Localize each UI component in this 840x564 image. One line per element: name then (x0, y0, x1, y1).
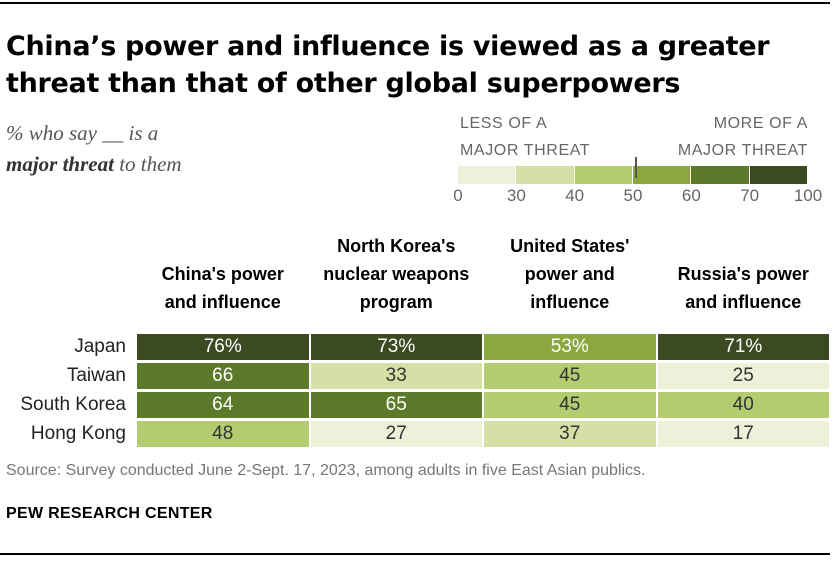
row-label: Hong Kong (30, 423, 126, 444)
legend-less-line2: MAJOR THREAT (460, 142, 591, 159)
subtitle-suffix: to them (119, 152, 182, 176)
heatmap-cell: 25 (657, 363, 829, 389)
column-header-line: China's power (161, 264, 284, 284)
legend-swatch (633, 166, 691, 184)
column-header-line: program (359, 292, 433, 312)
column-header-line: and influence (685, 292, 802, 312)
legend-more-line1: MORE OF A (713, 115, 808, 132)
legend-less-line1: LESS OF A (460, 115, 548, 132)
heatmap-cell: 48 (137, 421, 309, 447)
column-header-line: and influence (164, 292, 281, 312)
heatmap-cell: 73% (310, 334, 482, 360)
legend-midpoint-marker (635, 157, 637, 178)
heatmap-cell: 71% (657, 334, 829, 360)
legend-swatch (749, 166, 807, 184)
legend-tick-label: 70 (740, 186, 760, 205)
heatmap-cell: 33 (310, 363, 482, 389)
heatmap-cell: 65 (310, 392, 482, 418)
subtitle-prefix: % who say __ is a (6, 121, 159, 145)
chart-title: China’s power and influence is viewed as… (6, 31, 770, 99)
legend-swatch (458, 166, 516, 184)
legend-swatch (691, 166, 749, 184)
heatmap-cell: 40 (657, 392, 829, 418)
legend-less-label: LESS OF A MAJOR THREAT (460, 110, 590, 164)
org-name: PEW RESEARCH CENTER (6, 505, 213, 522)
source-note: Source: Survey conducted June 2-Sept. 17… (6, 462, 646, 479)
top-rule (0, 2, 830, 4)
heatmap-cell: 45 (484, 363, 656, 389)
legend-tick-label: 40 (565, 186, 585, 205)
chart-subtitle: % who say __ is a major threat to them (6, 118, 306, 180)
heatmap-cell: 17 (657, 421, 829, 447)
heatmap-cell: 66 (137, 363, 309, 389)
heatmap-cell: 76% (137, 334, 309, 360)
legend-tick-label: 50 (623, 186, 643, 205)
heatmap-cell: 53% (484, 334, 656, 360)
heatmap-cell: 64 (137, 392, 309, 418)
row-label: South Korea (20, 394, 126, 415)
column-header-line: United States' (510, 236, 630, 256)
subtitle-emphasis: major threat (6, 152, 114, 176)
column-header-line: North Korea's (337, 236, 456, 256)
column-header-line: Russia's power (677, 264, 809, 284)
legend-more-line2: MAJOR THREAT (677, 142, 808, 159)
heatmap-cell: 27 (310, 421, 482, 447)
row-label: Taiwan (66, 365, 126, 386)
column-header-russia: Russia's power and influence (657, 260, 831, 316)
heatmap-cell: 37 (484, 421, 656, 447)
bottom-rule (0, 553, 830, 555)
legend-swatch (574, 166, 632, 184)
column-header-line: influence (530, 292, 610, 312)
legend-tick-label: 60 (681, 186, 701, 205)
legend-more-label: MORE OF A MAJOR THREAT (660, 110, 808, 164)
column-header-us: United States' power and influence (483, 232, 657, 316)
heatmap-cell: 45 (484, 392, 656, 418)
row-label: Japan (74, 336, 126, 357)
legend-swatch (516, 166, 574, 184)
column-header-line: power and (524, 264, 615, 284)
column-header-line: nuclear weapons (323, 264, 470, 284)
legend-tick-label: 30 (506, 186, 526, 205)
legend-tick-label: 100 (793, 186, 823, 205)
column-header-china: China's power and influence (136, 260, 310, 316)
legend-tick-label: 0 (453, 186, 463, 205)
column-header-nkorea: North Korea's nuclear weapons program (310, 232, 484, 316)
